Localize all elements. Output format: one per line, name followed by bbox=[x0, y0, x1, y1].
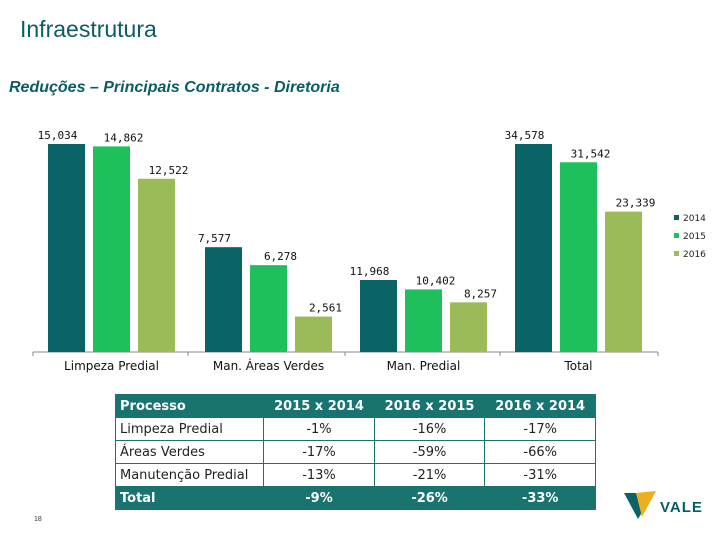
table-cell: -1% bbox=[263, 417, 375, 441]
bar-2014 bbox=[48, 144, 85, 352]
data-label: 12,522 bbox=[149, 164, 189, 177]
bar-2016 bbox=[295, 316, 332, 352]
data-label: 8,257 bbox=[464, 287, 497, 300]
bar-2015 bbox=[560, 162, 597, 352]
table-cell: -17% bbox=[484, 417, 596, 441]
legend-label: 2014 bbox=[683, 214, 706, 224]
table-header-cell: 2015 x 2014 bbox=[263, 394, 375, 418]
table-header-row: Processo 2015 x 2014 2016 x 2015 2016 x … bbox=[114, 394, 596, 418]
data-label: 10,402 bbox=[416, 274, 456, 287]
table-header-cell: 2016 x 2015 bbox=[373, 394, 486, 418]
data-label: 6,278 bbox=[264, 250, 297, 263]
table-header-cell: Processo bbox=[114, 394, 265, 418]
bar-2015 bbox=[93, 146, 130, 352]
x-tick-label: Man. Áreas Verdes bbox=[213, 358, 324, 373]
bar-2015 bbox=[250, 265, 287, 352]
x-tick-label: Man. Predial bbox=[387, 359, 461, 373]
data-label: 34,578 bbox=[505, 129, 545, 142]
bar-2014 bbox=[205, 247, 242, 352]
table-cell: -16% bbox=[373, 417, 486, 441]
bar-2014 bbox=[360, 280, 397, 352]
bar-2014 bbox=[515, 144, 552, 352]
table-cell: -33% bbox=[484, 486, 596, 510]
legend-swatch bbox=[674, 215, 679, 220]
x-tick-label: Total bbox=[563, 359, 592, 373]
bar-2015 bbox=[405, 289, 442, 352]
table-cell: Manutenção Predial bbox=[114, 463, 265, 487]
table-row: Limpeza Predial -1% -16% -17% bbox=[114, 417, 596, 441]
table-row: Manutenção Predial -13% -21% -31% bbox=[114, 463, 596, 487]
table-cell: Limpeza Predial bbox=[114, 417, 265, 441]
bar-chart: 15,034 14,862 12,522 Limpeza Predial 7,577 6,… bbox=[32, 129, 706, 373]
page-number: 18 bbox=[34, 516, 42, 523]
table-cell: -59% bbox=[373, 440, 486, 464]
table-cell: Áreas Verdes bbox=[114, 440, 265, 464]
bar-2016 bbox=[450, 302, 487, 352]
data-label: 11,968 bbox=[350, 265, 390, 278]
legend-swatch bbox=[674, 233, 679, 238]
table-cell: -26% bbox=[373, 486, 486, 510]
data-label: 14,862 bbox=[104, 131, 144, 144]
reduction-table: Processo 2015 x 2014 2016 x 2015 2016 x … bbox=[114, 394, 596, 510]
table-cell: -31% bbox=[484, 463, 596, 487]
table-cell: -13% bbox=[263, 463, 375, 487]
table-cell: -9% bbox=[263, 486, 375, 510]
bar-2016 bbox=[605, 211, 642, 352]
data-label: 15,034 bbox=[38, 129, 78, 142]
legend-label: 2015 bbox=[683, 232, 706, 242]
table-cell: -21% bbox=[373, 463, 486, 487]
data-label: 23,339 bbox=[616, 197, 656, 210]
data-label: 2,561 bbox=[309, 302, 342, 315]
bar-2016 bbox=[138, 178, 175, 352]
legend-swatch bbox=[674, 251, 679, 256]
data-label: 7,577 bbox=[198, 232, 231, 245]
table-cell: Total bbox=[114, 486, 265, 510]
table-total-row: Total -9% -26% -33% bbox=[114, 486, 596, 510]
legend-label: 2016 bbox=[683, 250, 706, 260]
table-row: Áreas Verdes -17% -59% -66% bbox=[114, 440, 596, 464]
x-tick-label: Limpeza Predial bbox=[64, 359, 159, 373]
vale-logo-text: VALE bbox=[660, 499, 703, 516]
page-subtitle: Reduções – Principais Contratos - Direto… bbox=[9, 79, 340, 96]
table-cell: -66% bbox=[484, 440, 596, 464]
page-title: Infraestrutura bbox=[20, 16, 157, 42]
vale-logo-icon bbox=[624, 491, 656, 519]
data-label: 31,542 bbox=[571, 147, 611, 160]
table-cell: -17% bbox=[263, 440, 375, 464]
table-header-cell: 2016 x 2014 bbox=[484, 394, 596, 418]
